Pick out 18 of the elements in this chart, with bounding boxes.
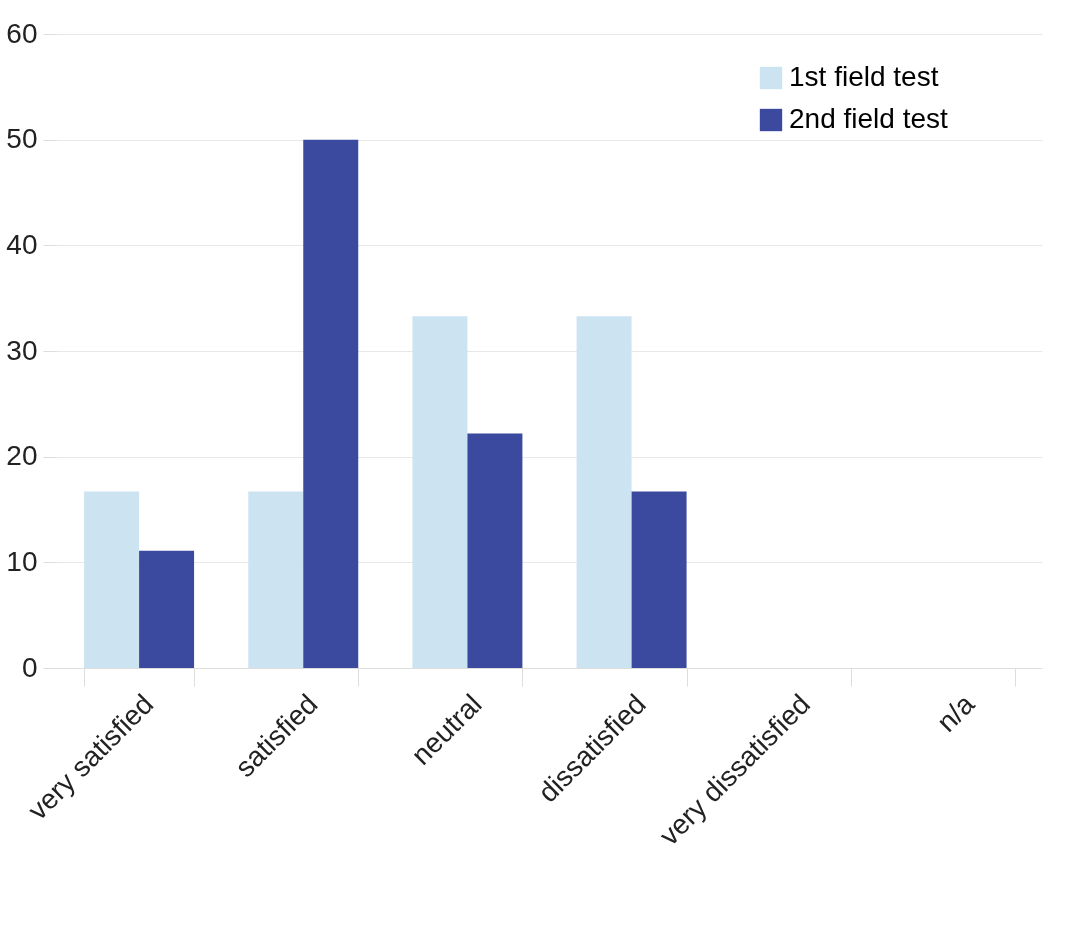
x-tick-label: n/a (930, 688, 981, 738)
y-tick-label: 10 (6, 545, 38, 577)
y-tick-label: 20 (6, 440, 38, 472)
y-tick-label: 40 (6, 228, 38, 260)
bar (631, 491, 687, 668)
y-tick-label: 60 (6, 17, 38, 49)
bar (303, 139, 359, 668)
bar (84, 491, 140, 668)
bar (412, 316, 468, 668)
y-tick-label: 50 (6, 123, 38, 155)
bar (576, 316, 632, 668)
legend-label: 2nd field test (789, 103, 948, 134)
bar (467, 433, 523, 668)
y-tick-label: 0 (21, 651, 38, 683)
y-tick-label: 30 (6, 334, 38, 366)
legend-label: 1st field test (789, 61, 939, 92)
bar (248, 491, 304, 668)
bar (139, 550, 195, 668)
